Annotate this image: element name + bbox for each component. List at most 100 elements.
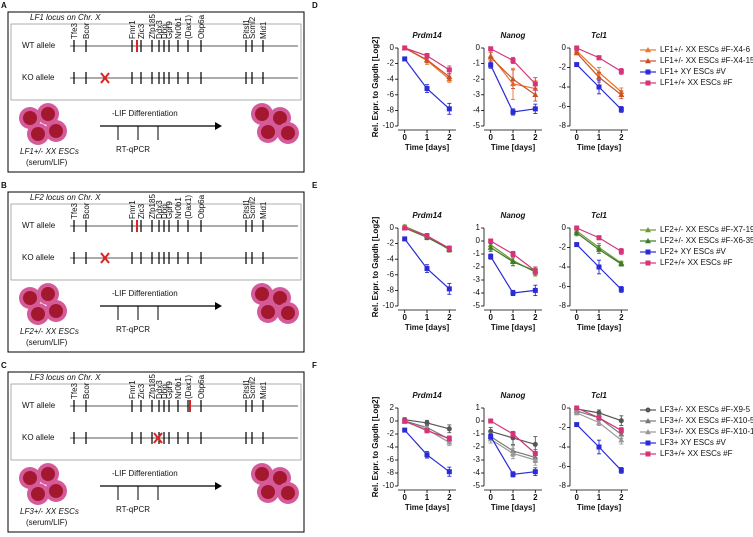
diff-label: -LIF Differentiation bbox=[112, 109, 178, 118]
marker bbox=[424, 420, 430, 426]
y-tick-label: -4 bbox=[387, 74, 395, 83]
marker bbox=[510, 258, 516, 264]
nucleus bbox=[273, 471, 287, 485]
gene-label: Tfe3 bbox=[70, 202, 79, 219]
y-tick-label: -2 bbox=[559, 243, 567, 252]
marker bbox=[618, 261, 625, 267]
gene-label: Gpr9 bbox=[165, 201, 174, 219]
marker bbox=[532, 469, 538, 475]
rtqpcr-label: RT-qPCR bbox=[116, 325, 150, 334]
gene-label: Fmr1 bbox=[128, 380, 137, 399]
x-tick-label: 2 bbox=[447, 133, 452, 142]
y-tick-label: -8 bbox=[559, 481, 567, 490]
marker bbox=[645, 69, 651, 75]
marker bbox=[532, 451, 538, 456]
chart-title: Tcl1 bbox=[591, 31, 607, 40]
marker bbox=[596, 419, 602, 425]
marker bbox=[596, 55, 602, 61]
x-tick-label: 1 bbox=[425, 133, 430, 142]
x-axis-title: Time [days] bbox=[577, 323, 622, 332]
gene-label: Zic3 bbox=[137, 383, 146, 399]
locus-frame bbox=[10, 23, 302, 101]
y-tick-label: 0 bbox=[476, 43, 481, 52]
marker bbox=[424, 233, 430, 239]
marker bbox=[510, 57, 516, 63]
gene-label: Mid1 bbox=[259, 381, 268, 399]
gene-label: Scml2 bbox=[248, 376, 257, 399]
marker bbox=[488, 46, 494, 52]
gene-label: Nr0b1 bbox=[174, 377, 183, 399]
y-tick-label: 2 bbox=[390, 403, 395, 412]
gene-label: Obp6a bbox=[197, 194, 206, 219]
gene-label: (Dax1) bbox=[184, 375, 193, 399]
marker bbox=[510, 450, 516, 456]
cell-label: LF1+/- XX ESCs bbox=[20, 147, 79, 156]
legend-label: LF2+/- XX ESCs #F-X7-19 bbox=[660, 225, 753, 234]
gene-label: Scml2 bbox=[248, 196, 257, 219]
y-tick-label: -6 bbox=[387, 90, 395, 99]
y-tick-label: -1 bbox=[473, 429, 481, 438]
marker bbox=[424, 266, 430, 272]
y-tick-label: -6 bbox=[387, 455, 395, 464]
y-tick-label: -6 bbox=[387, 270, 395, 279]
marker bbox=[596, 415, 602, 421]
marker bbox=[645, 47, 651, 53]
panel-letter: A bbox=[1, 1, 7, 10]
rtqpcr-label: RT-qPCR bbox=[116, 505, 150, 514]
marker bbox=[488, 254, 494, 260]
y-tick-label: -2 bbox=[473, 74, 481, 83]
x-tick-label: 1 bbox=[425, 313, 430, 322]
allele-label: WT allele bbox=[22, 221, 56, 230]
marker bbox=[510, 109, 516, 115]
marker bbox=[532, 441, 538, 447]
marker bbox=[618, 68, 624, 74]
marker bbox=[424, 428, 430, 434]
nucleus bbox=[273, 111, 287, 125]
x-tick-label: 2 bbox=[447, 313, 452, 322]
y-tick-label: -3 bbox=[473, 455, 481, 464]
nucleus bbox=[261, 125, 275, 139]
locus-frame bbox=[10, 203, 302, 281]
marker bbox=[510, 290, 516, 296]
legend-label: LF1+/- XX ESCs #F-X4-6 bbox=[660, 45, 751, 54]
gene-label: Nr0b1 bbox=[174, 17, 183, 39]
y-tick-label: -10 bbox=[382, 121, 394, 130]
chart-title: Tcl1 bbox=[591, 211, 607, 220]
marker bbox=[596, 235, 602, 241]
nucleus bbox=[255, 467, 269, 481]
allele-label: KO allele bbox=[22, 73, 55, 82]
gene-label: Tfe3 bbox=[70, 22, 79, 39]
y-tick-label: -2 bbox=[559, 423, 567, 432]
y-tick-label: 0 bbox=[562, 403, 567, 412]
marker bbox=[618, 437, 625, 443]
x-tick-label: 0 bbox=[488, 133, 493, 142]
gene-label: Fmr1 bbox=[128, 20, 137, 39]
y-tick-label: -8 bbox=[559, 121, 567, 130]
nucleus bbox=[49, 484, 63, 498]
gene-label: Ddx3 bbox=[155, 200, 164, 219]
gene-label: Ddx3 bbox=[155, 380, 164, 399]
series-line bbox=[404, 58, 450, 110]
y-tick-label: -2 bbox=[387, 429, 395, 438]
nucleus bbox=[41, 467, 55, 481]
diff-label: -LIF Differentiation bbox=[112, 469, 178, 478]
x-axis-title: Time [days] bbox=[577, 503, 622, 512]
x-tick-label: 1 bbox=[597, 313, 602, 322]
gene-label: Ddx3 bbox=[155, 20, 164, 39]
allele-label: WT allele bbox=[22, 41, 56, 50]
cell-condition: (serum/LIF) bbox=[26, 338, 68, 347]
gene-label: Bcor bbox=[82, 382, 91, 399]
marker bbox=[645, 418, 651, 424]
nucleus bbox=[273, 291, 287, 305]
x-axis-title: Time [days] bbox=[405, 143, 450, 152]
legend-label: LF1+ XY ESCs #V bbox=[660, 67, 727, 76]
nucleus bbox=[41, 107, 55, 121]
gene-label: Bcor bbox=[82, 202, 91, 219]
cell-label: LF3+/- XX ESCs bbox=[20, 507, 79, 516]
x-tick-label: 0 bbox=[574, 133, 579, 142]
ko-cross bbox=[100, 72, 110, 84]
series-line bbox=[404, 238, 450, 290]
marker bbox=[573, 409, 580, 416]
legend-label: LF2+/- XX ESCs #F-X6-35 bbox=[660, 236, 753, 245]
